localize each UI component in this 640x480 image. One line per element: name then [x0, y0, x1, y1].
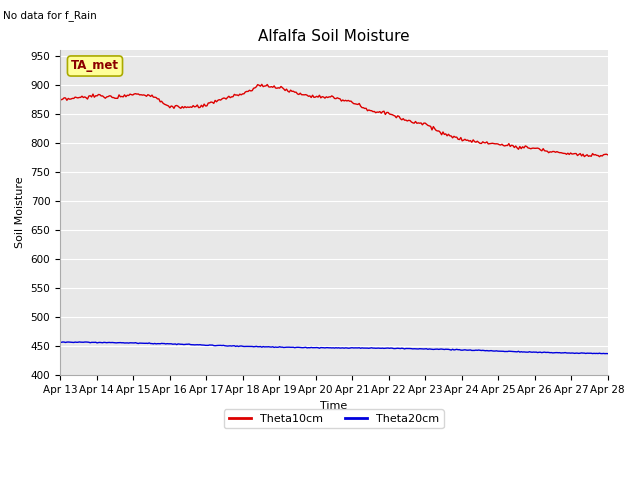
- Legend: Theta10cm, Theta20cm: Theta10cm, Theta20cm: [224, 409, 444, 428]
- Theta10cm: [275, 85, 282, 91]
- Theta10cm: [258, 82, 266, 87]
- Theta10cm: [604, 152, 612, 157]
- Theta10cm: [402, 117, 410, 123]
- Line: Theta20cm: Theta20cm: [60, 342, 608, 354]
- Theta20cm: [56, 339, 64, 345]
- Theta20cm: [604, 351, 612, 357]
- Theta20cm: [456, 347, 463, 352]
- Text: TA_met: TA_met: [71, 60, 119, 72]
- Title: Alfalfa Soil Moisture: Alfalfa Soil Moisture: [258, 29, 410, 44]
- Text: No data for f_Rain: No data for f_Rain: [3, 11, 97, 22]
- Theta10cm: [596, 154, 604, 159]
- Theta20cm: [402, 346, 410, 351]
- Theta10cm: [453, 134, 461, 140]
- Theta20cm: [76, 339, 83, 345]
- Theta10cm: [235, 93, 243, 98]
- Theta10cm: [56, 96, 64, 102]
- Theta20cm: [453, 347, 461, 352]
- Theta20cm: [124, 340, 131, 346]
- X-axis label: Time: Time: [320, 400, 348, 410]
- Line: Theta10cm: Theta10cm: [60, 84, 608, 156]
- Y-axis label: Soil Moisture: Soil Moisture: [15, 177, 25, 248]
- Theta10cm: [456, 137, 463, 143]
- Theta20cm: [601, 351, 609, 357]
- Theta10cm: [122, 94, 130, 99]
- Theta20cm: [236, 343, 244, 349]
- Theta20cm: [275, 344, 282, 350]
